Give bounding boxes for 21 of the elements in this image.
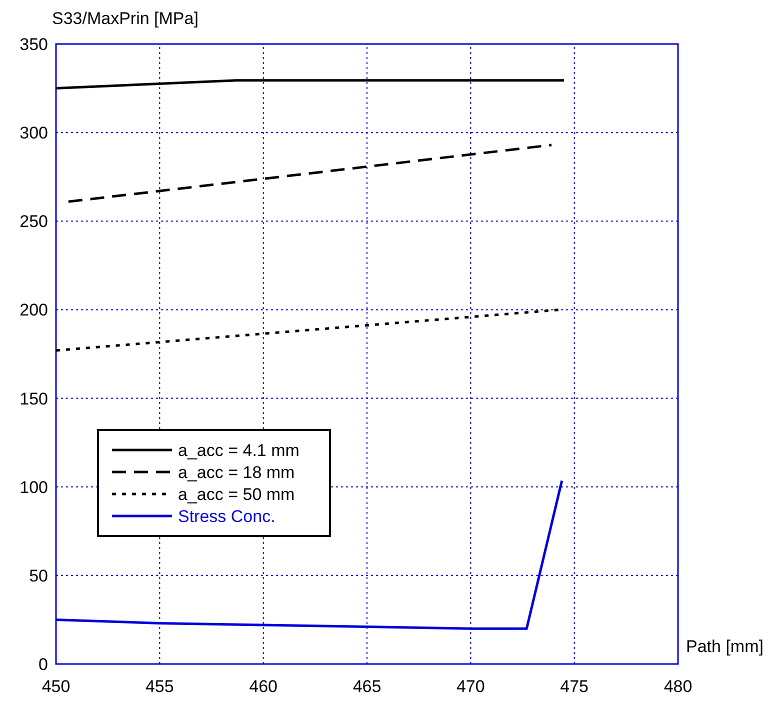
y-tick-label: 250 <box>20 212 48 232</box>
legend-label: a_acc = 50 mm <box>178 485 295 504</box>
y-tick-label: 0 <box>38 655 48 674</box>
legend-label: a_acc = 18 mm <box>178 463 295 482</box>
x-tick-label: 480 <box>664 677 692 696</box>
x-tick-label: 465 <box>352 677 382 696</box>
y-tick-label: 300 <box>20 124 48 143</box>
x-tick-label: 450 <box>42 677 70 696</box>
y-tick-label: 100 <box>20 478 48 497</box>
y-tick-label: 350 <box>20 35 48 54</box>
y-tick-label: 150 <box>20 389 48 408</box>
y-axis-title: S33/MaxPrin [MPa] <box>52 9 198 28</box>
y-tick-label: 200 <box>20 300 48 320</box>
legend-label: a_acc = 4.1 mm <box>178 441 300 460</box>
x-axis-title: Path [mm] <box>686 637 764 656</box>
x-tick-label: 455 <box>145 677 174 696</box>
y-tick-label: 50 <box>29 566 48 586</box>
x-tick-label: 470 <box>456 677 485 696</box>
legend-label: Stress Conc. <box>178 507 276 526</box>
x-tick-label: 475 <box>560 677 589 696</box>
x-tick-label: 460 <box>249 677 278 696</box>
